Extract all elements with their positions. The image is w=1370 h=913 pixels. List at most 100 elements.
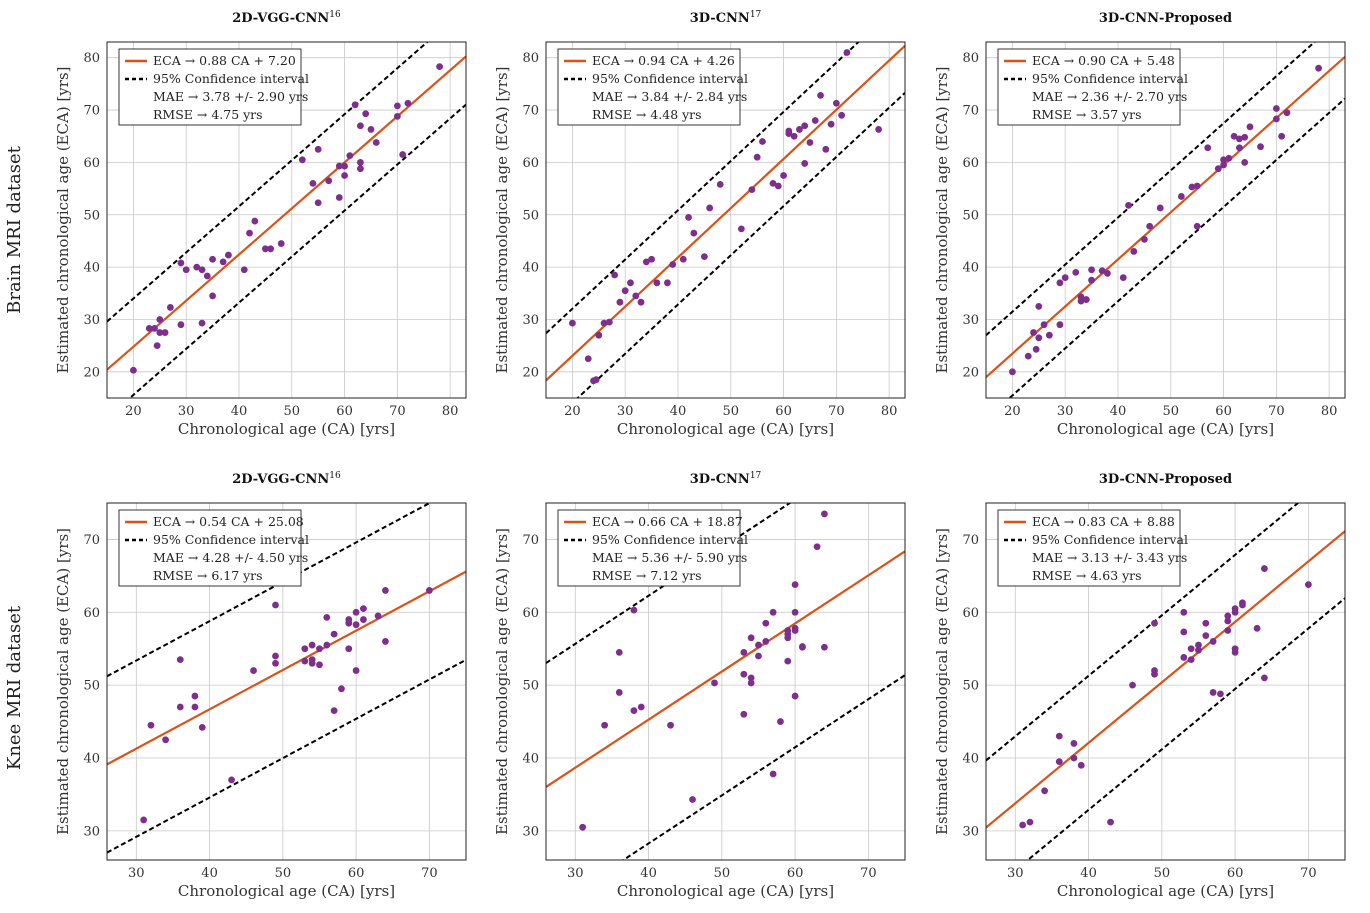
data-point xyxy=(1130,248,1138,255)
chart-panel-1: 20 30 40 50 60 70 80 20 30 40 50 60 70 80 ECA → 0.88 C… xyxy=(54,10,467,438)
x-tick-label: 20 xyxy=(125,404,142,419)
data-point xyxy=(182,266,190,274)
data-point xyxy=(341,172,348,179)
data-point xyxy=(1231,648,1239,656)
data-point xyxy=(272,659,279,667)
y-tick-label: 80 xyxy=(522,51,539,66)
data-point xyxy=(345,619,353,627)
plot-area xyxy=(107,42,466,398)
data-point xyxy=(351,101,359,109)
data-point xyxy=(669,261,677,268)
data-point xyxy=(1239,601,1246,609)
data-point xyxy=(1082,296,1090,303)
data-point xyxy=(198,266,206,274)
data-point xyxy=(1220,156,1227,164)
data-point xyxy=(246,229,253,237)
data-point xyxy=(1187,656,1195,664)
data-point xyxy=(1283,109,1291,117)
data-point xyxy=(323,641,331,649)
x-tick-label: 60 xyxy=(775,404,792,419)
data-point xyxy=(316,645,323,653)
chart-title: 2D-VGG-CNN16 xyxy=(232,471,341,487)
regression-line xyxy=(986,530,1345,829)
legend-fit-text: ECA → 0.83 CA + 8.88 xyxy=(1032,514,1175,529)
y-axis-label: Estimated chronological age (ECA) [yrs] xyxy=(933,528,951,835)
y-tick-label: 80 xyxy=(962,51,979,66)
data-point xyxy=(1032,345,1040,353)
data-point xyxy=(425,587,433,594)
data-point xyxy=(1304,581,1312,588)
data-point xyxy=(267,245,275,253)
data-point xyxy=(799,643,806,651)
data-point xyxy=(1241,133,1249,141)
x-tick-label: 50 xyxy=(723,404,740,419)
data-point xyxy=(605,318,613,326)
data-point xyxy=(774,182,782,190)
data-point xyxy=(642,258,650,266)
data-point xyxy=(1202,619,1210,627)
data-point xyxy=(769,608,777,616)
regression-line xyxy=(546,550,905,788)
data-point xyxy=(314,199,322,207)
x-tick-label: 80 xyxy=(1321,404,1338,419)
data-point xyxy=(769,770,777,778)
data-point xyxy=(176,703,184,711)
data-point xyxy=(301,657,309,665)
data-point xyxy=(747,674,755,682)
y-tick-label: 40 xyxy=(962,752,979,767)
data-point xyxy=(1070,740,1078,747)
chart-title: 3D-CNN17 xyxy=(690,471,762,487)
y-tick-label: 60 xyxy=(83,606,100,621)
data-point xyxy=(748,186,756,194)
data-point xyxy=(747,634,755,642)
row-label-knee: Knee MRI dataset xyxy=(4,605,25,770)
data-point xyxy=(1056,321,1064,329)
data-point xyxy=(1195,646,1202,654)
data-point xyxy=(151,324,158,332)
data-point xyxy=(1187,645,1195,653)
legend-fit-text: ECA → 0.90 CA + 5.48 xyxy=(1032,53,1175,68)
data-point xyxy=(325,177,333,185)
x-tick-label: 70 xyxy=(1300,866,1317,881)
y-tick-label: 20 xyxy=(522,365,539,380)
legend-fit-text: ECA → 0.88 CA + 7.20 xyxy=(153,53,296,68)
data-point xyxy=(827,120,835,128)
x-tick-label: 20 xyxy=(1004,404,1021,419)
legend-ci-text: 95% Confidence interval xyxy=(153,71,309,86)
data-point xyxy=(404,99,412,107)
data-point xyxy=(579,823,587,831)
data-point xyxy=(821,643,828,651)
data-point xyxy=(225,251,232,259)
data-point xyxy=(711,679,718,687)
y-tick-label: 70 xyxy=(962,533,979,548)
data-point xyxy=(648,255,655,263)
data-point xyxy=(272,601,279,609)
data-point xyxy=(1180,628,1188,636)
data-point xyxy=(637,703,645,711)
data-point xyxy=(228,776,235,784)
data-point xyxy=(1236,144,1243,152)
data-point xyxy=(700,253,708,261)
x-tick-label: 60 xyxy=(336,404,353,419)
data-point xyxy=(1024,352,1032,360)
data-point xyxy=(755,641,762,649)
y-tick-label: 20 xyxy=(83,365,100,380)
ci-upper-line xyxy=(986,42,1317,337)
data-point xyxy=(740,670,748,678)
data-point xyxy=(716,181,724,188)
data-point xyxy=(162,736,170,744)
y-tick-label: 30 xyxy=(522,313,539,328)
x-tick-label: 60 xyxy=(1227,866,1244,881)
data-point xyxy=(145,324,153,332)
data-point xyxy=(1019,821,1027,829)
data-point xyxy=(261,245,269,253)
ci-lower-line xyxy=(1008,97,1345,398)
chart-title: 2D-VGG-CNN16 xyxy=(232,10,341,26)
data-point xyxy=(1224,612,1232,620)
y-tick-label: 70 xyxy=(522,104,539,119)
data-point xyxy=(316,661,323,669)
y-axis-label: Estimated chronological age (ECA) [yrs] xyxy=(493,67,511,374)
y-axis-label: Estimated chronological age (ECA) [yrs] xyxy=(933,67,951,374)
data-point xyxy=(1140,235,1148,243)
data-point xyxy=(1261,674,1268,682)
